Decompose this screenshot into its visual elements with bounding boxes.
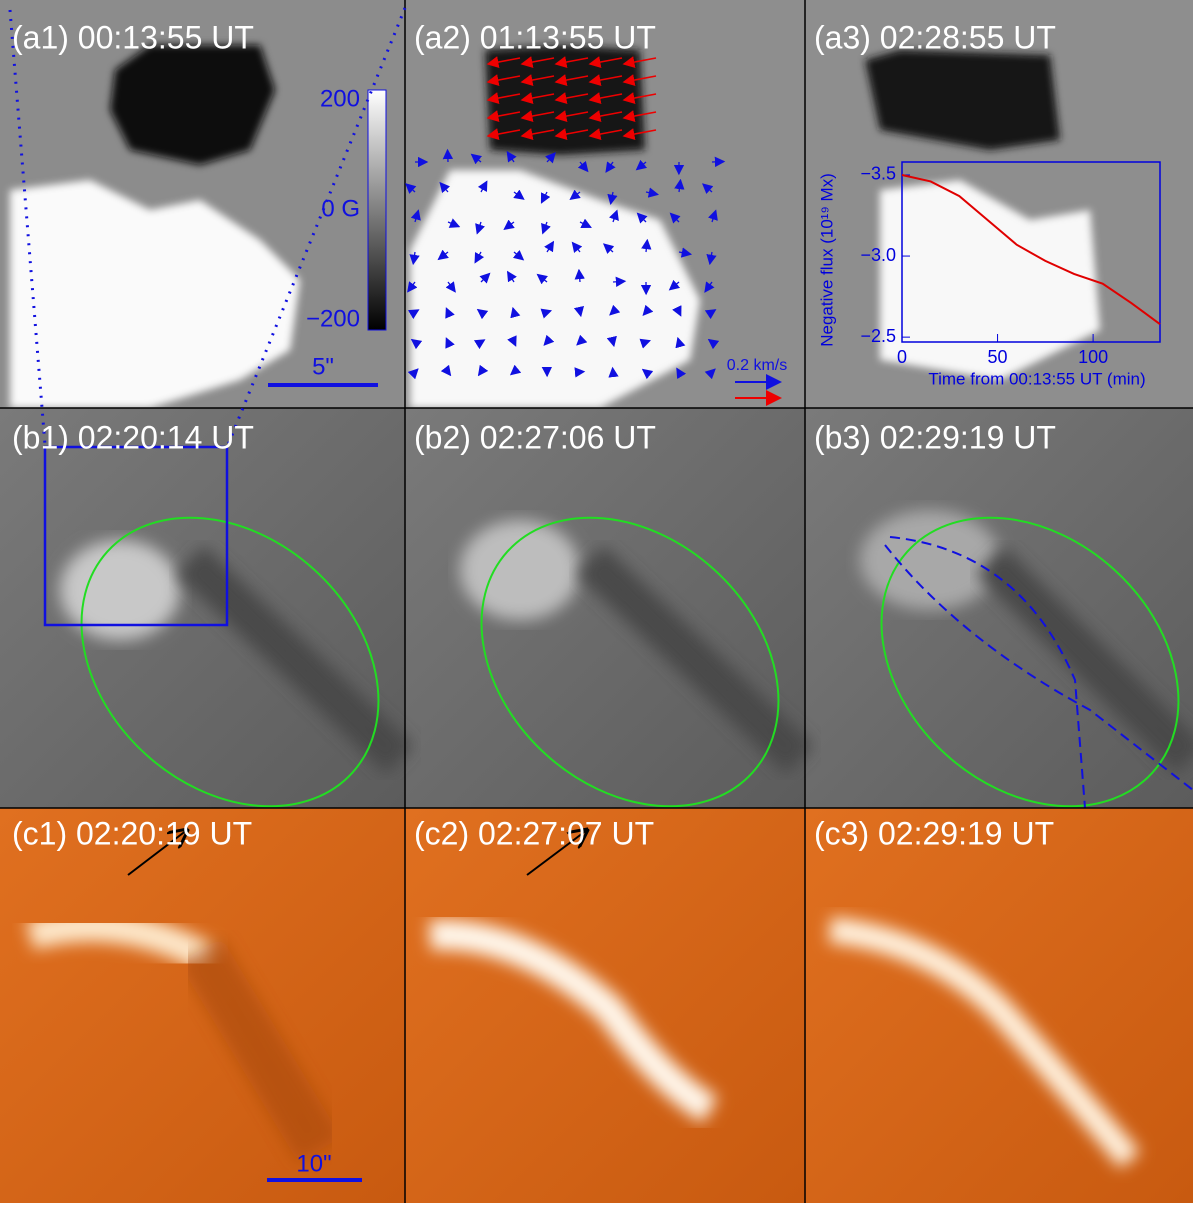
panel-label: (c3) 02:29:19 UT bbox=[814, 815, 1054, 851]
y-tick-label: −3.0 bbox=[860, 245, 896, 265]
y-axis-label: Negative flux (10¹⁹ Mx) bbox=[817, 173, 836, 347]
panel-label: (b3) 02:29:19 UT bbox=[814, 419, 1056, 455]
y-tick-label: −3.5 bbox=[860, 164, 896, 184]
x-tick-label: 0 bbox=[897, 347, 907, 367]
panel-b bbox=[0, 408, 1193, 865]
blue-arrow bbox=[712, 161, 724, 162]
figure: (a1) 00:13:55 UT (a2) 01:13:55 UT (a3) 0… bbox=[0, 0, 1193, 1203]
panel-label: (a3) 02:28:55 UT bbox=[814, 19, 1056, 55]
scale-label: 10" bbox=[296, 1150, 331, 1177]
colorbar-label: 0 G bbox=[321, 195, 360, 222]
panel-label: (b1) 02:20:14 UT bbox=[12, 419, 254, 455]
blue-arrow bbox=[613, 281, 625, 282]
panel-label: (c2) 02:27:07 UT bbox=[414, 815, 654, 851]
panel-c bbox=[0, 808, 1193, 1203]
x-tick-label: 100 bbox=[1078, 347, 1108, 367]
colorbar-label: 200 bbox=[320, 85, 360, 112]
scale-label: 5" bbox=[312, 353, 334, 380]
blue-arrow bbox=[580, 312, 581, 316]
colorbar-label: −200 bbox=[306, 305, 360, 332]
panel-label: (c1) 02:20:19 UT bbox=[12, 815, 252, 851]
blue-arrow bbox=[613, 342, 614, 346]
panel-label: (a2) 01:13:55 UT bbox=[414, 19, 656, 55]
x-tick-label: 50 bbox=[988, 347, 1008, 367]
panel-label: (b2) 02:27:06 UT bbox=[414, 419, 656, 455]
y-tick-label: −2.5 bbox=[860, 326, 896, 346]
velocity-label: 0.2 km/s bbox=[727, 357, 787, 374]
x-axis-label: Time from 00:13:55 UT (min) bbox=[928, 369, 1145, 388]
panel-label: (a1) 00:13:55 UT bbox=[12, 19, 254, 55]
